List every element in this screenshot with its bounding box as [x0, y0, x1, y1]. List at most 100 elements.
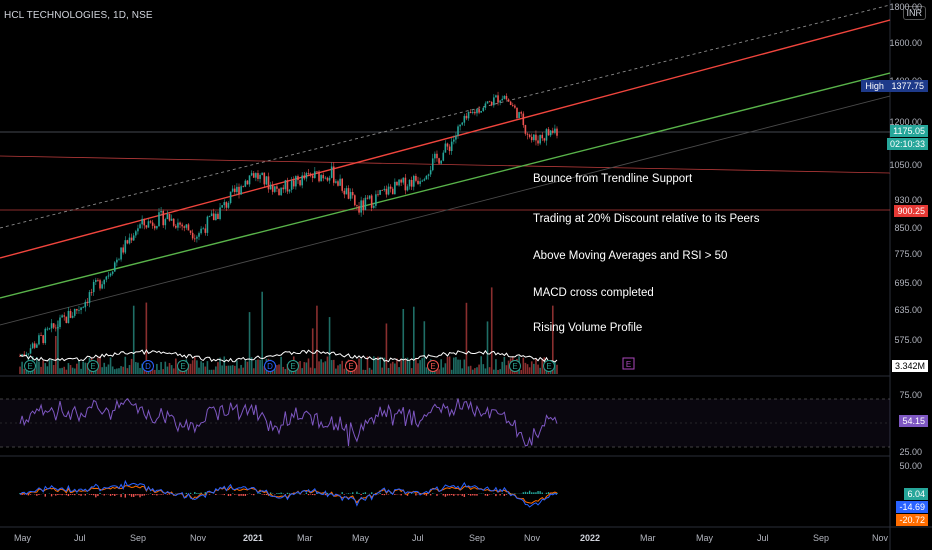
candle-body — [191, 232, 194, 239]
macd-tag: 6.04 — [904, 488, 928, 500]
time-label: Jul — [412, 533, 424, 543]
macd-histogram-bar — [556, 492, 558, 494]
candle-body — [23, 354, 26, 356]
volume-bar — [229, 365, 232, 374]
candle-body — [168, 213, 171, 221]
candle-body — [212, 213, 215, 221]
volume-tag: 3.342M — [891, 360, 928, 372]
macd-histogram-bar — [276, 493, 278, 494]
volume-bar — [423, 321, 426, 374]
macd-histogram-bar — [23, 494, 25, 495]
candle-body — [170, 218, 173, 221]
volume-bar — [408, 360, 411, 374]
volume-bar — [415, 358, 417, 374]
candle-body — [27, 353, 30, 355]
volume-bar — [528, 367, 531, 374]
volume-bar — [375, 358, 377, 374]
volume-bar — [446, 357, 449, 374]
volume-bar — [215, 366, 217, 374]
macd-histogram-bar — [29, 494, 32, 495]
high-tag-label: High — [865, 81, 884, 91]
candle-body — [499, 100, 501, 103]
candle-body — [246, 180, 249, 185]
volume-bar — [105, 366, 108, 374]
volume-bar — [101, 367, 103, 374]
macd-histogram-bar — [185, 492, 188, 494]
candle-body — [415, 175, 417, 181]
candle-body — [467, 111, 470, 119]
candle-body — [282, 187, 285, 190]
candle-body — [497, 95, 499, 103]
macd-histogram-bar — [263, 494, 265, 495]
candle-body — [187, 224, 190, 231]
candle-body — [181, 224, 183, 227]
volume-bar — [526, 364, 529, 374]
volume-bar — [210, 369, 213, 374]
candle-body — [501, 98, 504, 101]
candle-body — [436, 153, 438, 159]
candle-body — [381, 190, 384, 191]
macd-histogram-bar — [286, 492, 289, 494]
volume-bar — [212, 369, 215, 374]
volume-bar — [57, 320, 59, 374]
candle-body — [528, 134, 531, 137]
macd-histogram-bar — [343, 494, 346, 495]
candle-body — [421, 180, 424, 182]
candle-body — [549, 130, 552, 136]
candle-body — [425, 175, 428, 180]
macd-histogram-bar — [259, 492, 261, 494]
candle-body — [40, 335, 42, 337]
candle-body — [509, 101, 512, 106]
channel-lower-line — [0, 95, 891, 326]
time-label: Mar — [640, 533, 656, 543]
macd-histogram-bar — [93, 494, 95, 496]
macd-histogram-bar — [156, 494, 158, 496]
macd-histogram-bar — [457, 494, 459, 496]
volume-bar — [120, 366, 122, 374]
candle-body — [322, 175, 325, 179]
time-label: May — [352, 533, 370, 543]
candle-body — [105, 276, 108, 280]
high-tag-value: 1377.75 — [891, 81, 924, 91]
volume-bar — [116, 368, 118, 374]
macd-histogram-bar — [69, 494, 72, 495]
candle-body — [431, 158, 434, 171]
macd-histogram-bar — [425, 494, 428, 496]
candle-body — [255, 173, 257, 178]
volume-bar — [82, 361, 84, 374]
candle-body — [526, 133, 529, 135]
macd-histogram-bar — [535, 492, 537, 494]
volume-bar — [44, 363, 47, 374]
currency-badge[interactable]: INR — [902, 6, 926, 20]
candle-body — [448, 146, 451, 152]
macd-histogram-bar — [198, 493, 200, 494]
volume-bar — [341, 360, 343, 374]
price-label: 1600.00 — [889, 38, 922, 48]
volume-bar — [480, 356, 482, 374]
volume-average-line — [19, 349, 558, 363]
candle-body — [234, 188, 236, 193]
macd-histogram-bar — [189, 492, 192, 494]
candle-body — [490, 101, 493, 106]
candle-body — [383, 188, 386, 191]
support-tag: 900.25 — [894, 205, 928, 217]
volume-bar — [219, 357, 221, 374]
macd-histogram-bar — [484, 494, 487, 496]
candle-body — [31, 343, 34, 349]
candle-body — [38, 335, 40, 345]
green-trendline — [0, 72, 891, 299]
candle-body — [539, 134, 541, 144]
candle-body — [398, 179, 400, 186]
volume-bar — [153, 369, 156, 374]
candle-body — [221, 205, 223, 208]
signal-tag: -14.69 — [896, 501, 928, 513]
candle-body — [124, 240, 127, 253]
volume-bar — [263, 366, 266, 374]
volume-bar — [320, 359, 322, 374]
candle-body — [200, 228, 202, 234]
volume-bar — [474, 368, 476, 374]
candle-body — [280, 187, 282, 196]
volume-bar — [52, 364, 55, 374]
candle-body — [69, 311, 72, 318]
